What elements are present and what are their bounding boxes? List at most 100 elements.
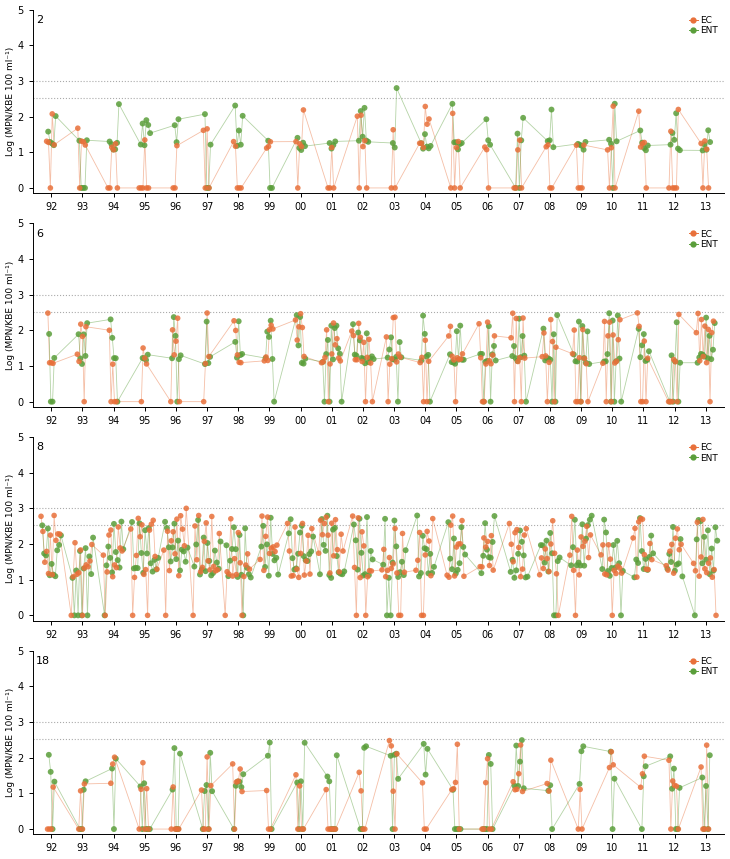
Point — [140, 822, 152, 836]
Point — [242, 547, 253, 561]
Point — [700, 779, 712, 793]
Point — [266, 822, 277, 836]
Point — [540, 140, 552, 154]
Point — [49, 775, 61, 789]
Point — [258, 564, 269, 577]
Point — [418, 737, 429, 751]
Point — [318, 355, 329, 369]
Point — [637, 338, 648, 352]
Point — [485, 822, 497, 836]
Point — [215, 534, 226, 548]
Point — [694, 570, 705, 583]
Point — [256, 509, 268, 523]
Point — [534, 568, 545, 582]
Point — [699, 562, 710, 576]
Point — [78, 562, 90, 576]
Point — [293, 320, 304, 333]
Point — [98, 548, 110, 562]
Point — [166, 323, 178, 337]
Point — [42, 125, 54, 138]
Point — [603, 538, 615, 551]
Point — [353, 512, 365, 526]
Point — [105, 777, 117, 790]
Point — [107, 357, 118, 371]
Point — [391, 566, 403, 580]
Point — [259, 560, 271, 574]
Point — [510, 739, 522, 752]
Point — [293, 570, 304, 584]
Point — [607, 822, 618, 836]
Point — [219, 608, 231, 622]
Point — [300, 554, 312, 568]
Point — [350, 608, 362, 622]
Point — [695, 347, 707, 361]
Point — [322, 181, 334, 195]
Point — [477, 395, 488, 409]
Point — [627, 531, 639, 545]
Point — [76, 134, 88, 148]
Point — [130, 561, 142, 575]
Point — [456, 521, 467, 534]
Point — [173, 569, 185, 582]
Point — [702, 124, 714, 137]
Point — [360, 740, 372, 753]
Point — [394, 565, 406, 579]
Point — [419, 327, 431, 341]
Point — [263, 330, 274, 344]
Point — [172, 533, 184, 547]
Point — [576, 139, 588, 153]
Point — [140, 113, 152, 127]
Point — [292, 181, 304, 195]
Point — [47, 107, 58, 121]
Point — [328, 181, 339, 195]
Point — [692, 307, 704, 320]
Point — [424, 395, 436, 409]
Point — [539, 349, 551, 362]
Point — [392, 395, 404, 409]
Point — [456, 353, 468, 367]
Point — [482, 315, 493, 329]
Point — [637, 136, 648, 149]
Point — [44, 356, 55, 369]
Point — [444, 347, 456, 361]
Point — [480, 355, 491, 369]
Point — [328, 549, 339, 563]
Point — [637, 395, 648, 409]
Point — [418, 142, 429, 155]
Point — [550, 608, 561, 622]
Point — [480, 540, 491, 554]
Point — [169, 547, 181, 561]
Point — [509, 395, 520, 409]
Point — [137, 351, 148, 365]
Point — [454, 319, 466, 332]
Point — [74, 784, 86, 798]
Point — [264, 323, 275, 337]
Point — [209, 544, 220, 557]
Point — [477, 549, 489, 563]
Point — [418, 141, 429, 155]
Point — [178, 545, 190, 558]
Point — [44, 569, 55, 582]
Point — [447, 783, 459, 796]
Point — [642, 353, 653, 367]
Point — [455, 822, 466, 836]
Point — [137, 566, 149, 580]
Point — [421, 395, 433, 409]
Point — [234, 528, 245, 542]
Point — [518, 311, 529, 325]
Point — [165, 555, 177, 569]
Point — [609, 772, 620, 786]
Point — [669, 355, 681, 369]
Point — [337, 568, 348, 582]
Point — [383, 343, 395, 356]
Point — [577, 539, 589, 553]
Point — [141, 181, 153, 195]
Point — [573, 568, 585, 582]
Point — [629, 521, 641, 535]
Point — [699, 320, 711, 333]
Y-axis label: Log (MPN/KBE 100 ml⁻¹): Log (MPN/KBE 100 ml⁻¹) — [6, 260, 15, 369]
Point — [177, 522, 188, 536]
Point — [694, 354, 706, 368]
Point — [290, 135, 301, 149]
Point — [103, 528, 115, 542]
